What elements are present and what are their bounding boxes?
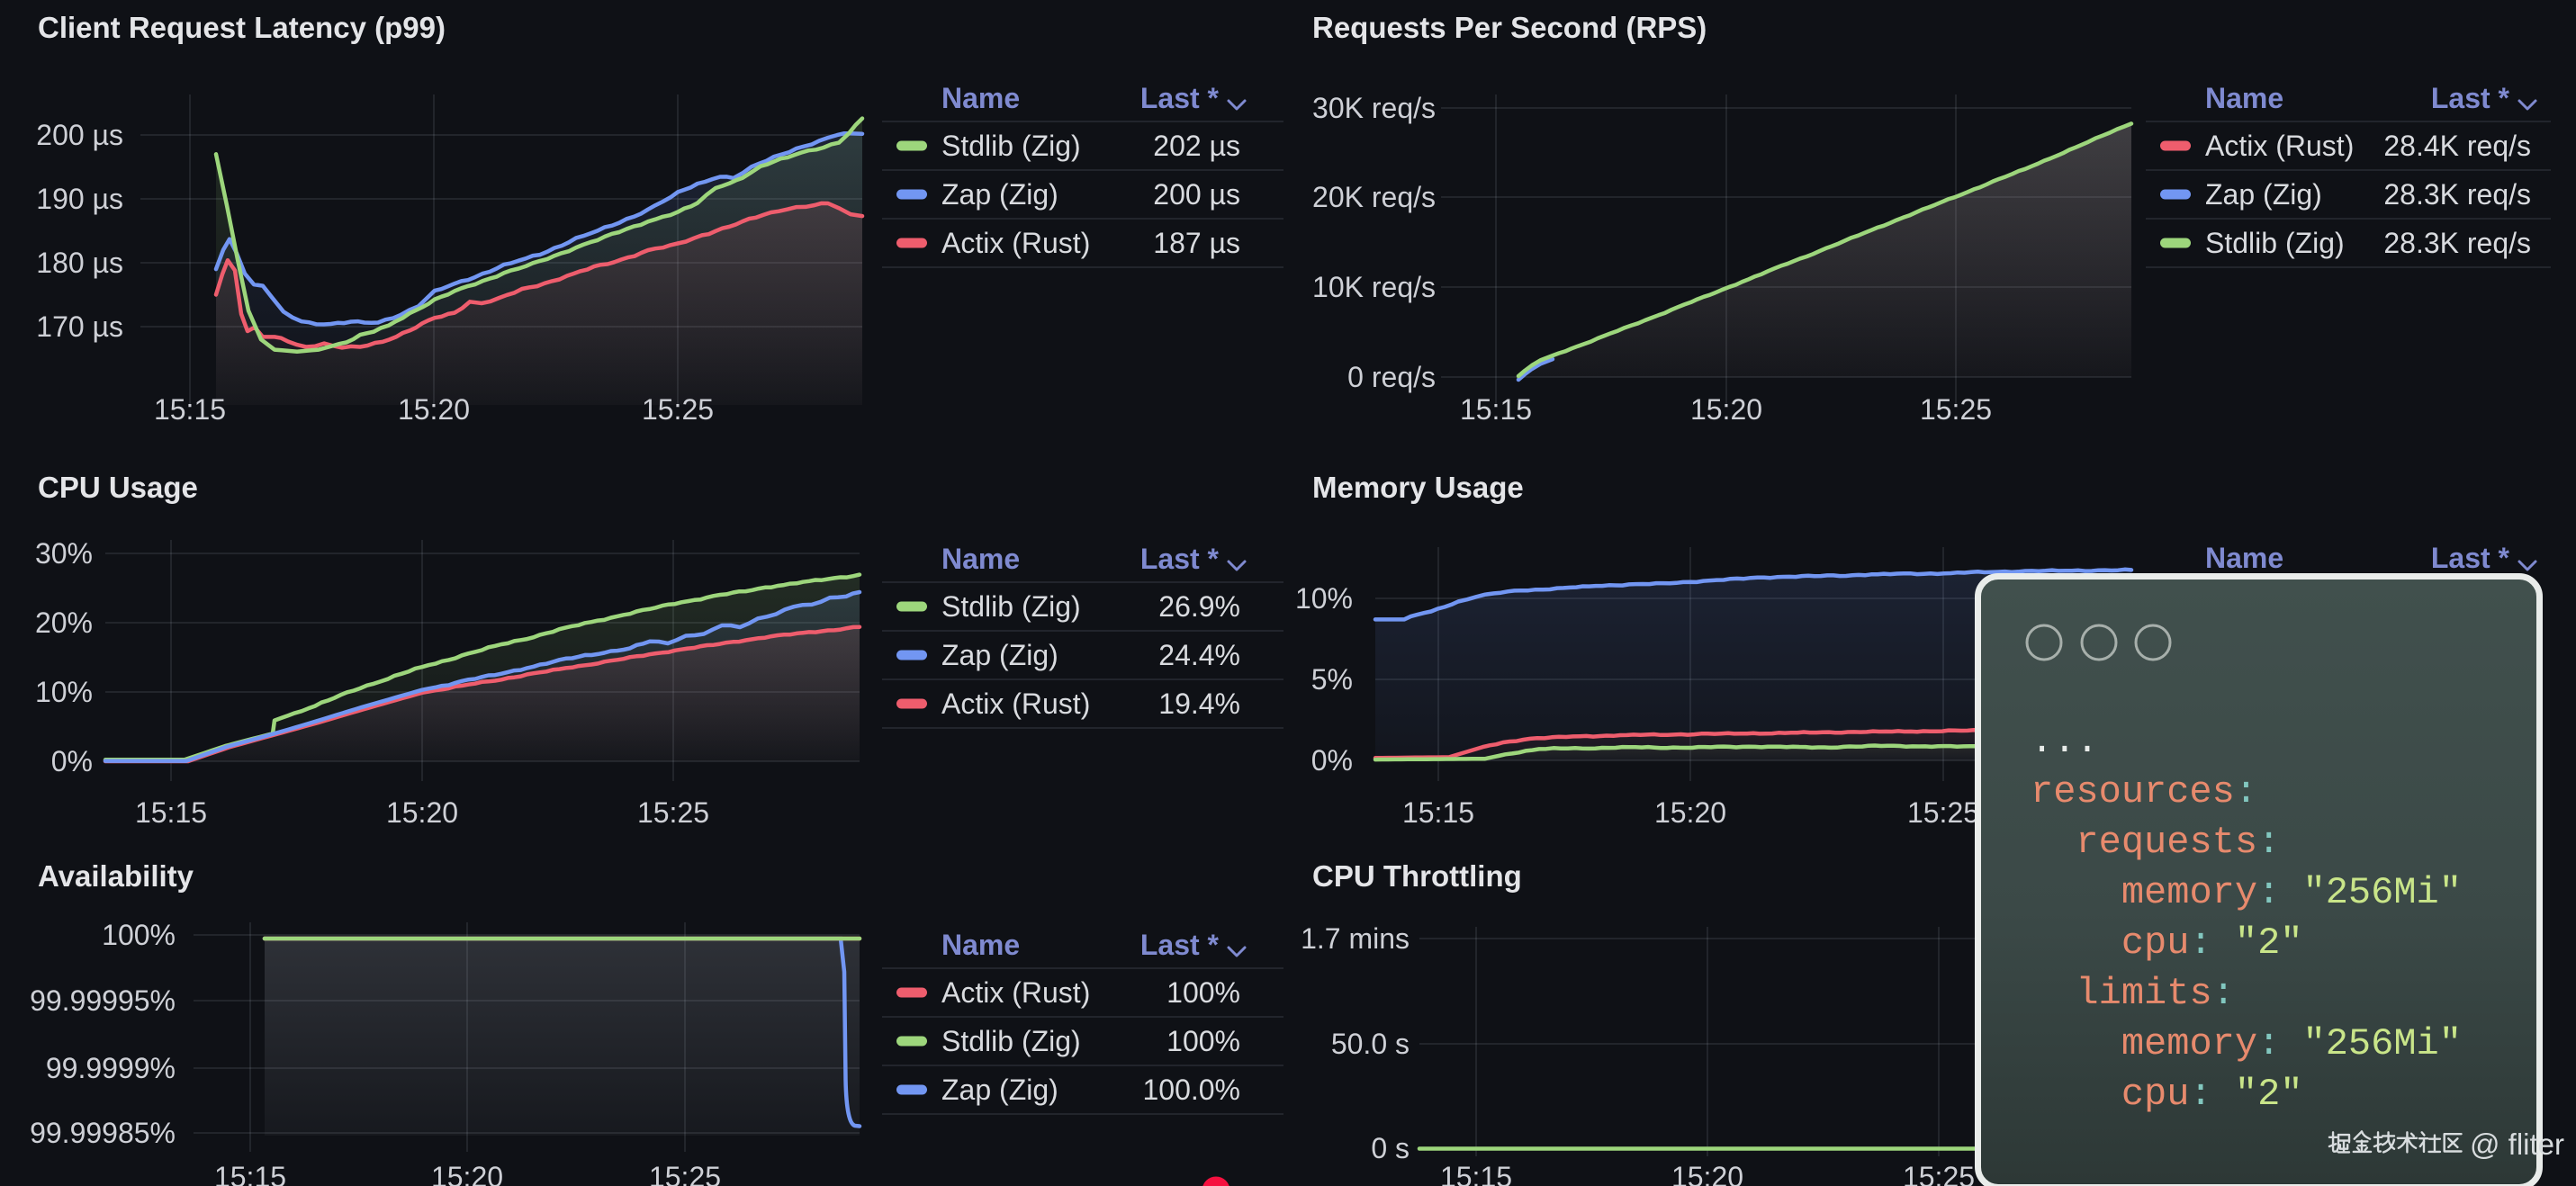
svg-text:180 µs: 180 µs (36, 247, 123, 279)
svg-text:15:15: 15:15 (154, 393, 226, 426)
svg-text:15:20: 15:20 (1690, 393, 1762, 426)
svg-text:Availability: Availability (38, 859, 194, 893)
svg-text:100%: 100% (1166, 976, 1240, 1009)
svg-text:Last *: Last * (2431, 542, 2510, 574)
svg-text:99.99995%: 99.99995% (30, 984, 176, 1017)
svg-text:Zap (Zig): Zap (Zig) (941, 178, 1058, 211)
svg-text:Stdlib (Zig): Stdlib (Zig) (941, 590, 1081, 623)
svg-text:Name: Name (2205, 82, 2283, 114)
svg-text:Actix (Rust): Actix (Rust) (941, 976, 1090, 1009)
svg-text:Actix (Rust): Actix (Rust) (941, 227, 1090, 259)
svg-text:Stdlib (Zig): Stdlib (Zig) (941, 1025, 1081, 1057)
svg-text:15:20: 15:20 (431, 1161, 503, 1186)
svg-text:Last *: Last * (2431, 82, 2510, 114)
svg-text:15:20: 15:20 (1671, 1161, 1743, 1186)
svg-text:99.99985%: 99.99985% (30, 1117, 176, 1149)
svg-text:1.7 mins: 1.7 mins (1301, 922, 1410, 955)
svg-text:Zap (Zig): Zap (Zig) (2205, 178, 2322, 211)
svg-text:Name: Name (2205, 542, 2283, 574)
svg-text:5%: 5% (1311, 663, 1353, 696)
svg-text:CPU Throttling: CPU Throttling (1312, 859, 1522, 893)
svg-text:170 µs: 170 µs (36, 310, 123, 343)
svg-text:100%: 100% (1166, 1025, 1240, 1057)
svg-text:100%: 100% (102, 919, 176, 951)
svg-text:19.4%: 19.4% (1158, 687, 1240, 720)
svg-text:202 µs: 202 µs (1153, 130, 1240, 162)
svg-text:15:20: 15:20 (386, 796, 458, 829)
svg-text:187 µs: 187 µs (1153, 227, 1240, 259)
svg-text:Last *: Last * (1140, 929, 1220, 961)
svg-text:15:15: 15:15 (1440, 1161, 1512, 1186)
svg-text:15:15: 15:15 (1460, 393, 1532, 426)
svg-text:Name: Name (941, 82, 1020, 114)
svg-text:Last *: Last * (1140, 543, 1220, 575)
svg-text:15:15: 15:15 (1402, 796, 1474, 829)
svg-text:Last *: Last * (1140, 82, 1220, 114)
svg-text:15:25: 15:25 (1907, 796, 1979, 829)
svg-text:100.0%: 100.0% (1142, 1074, 1240, 1106)
svg-text:15:15: 15:15 (135, 796, 207, 829)
svg-text:28.4K req/s: 28.4K req/s (2383, 130, 2531, 162)
svg-text:0%: 0% (51, 745, 93, 777)
svg-text:0%: 0% (1311, 744, 1353, 777)
svg-text:Zap (Zig): Zap (Zig) (941, 639, 1058, 671)
svg-text:Name: Name (941, 929, 1020, 961)
svg-text:Actix (Rust): Actix (Rust) (2205, 130, 2354, 162)
svg-text:Requests Per Second (RPS): Requests Per Second (RPS) (1312, 11, 1707, 44)
svg-text:15:20: 15:20 (1654, 796, 1726, 829)
svg-text:99.9999%: 99.9999% (46, 1052, 176, 1084)
svg-text:15:20: 15:20 (398, 393, 470, 426)
svg-text:@ fliter: @ fliter (2470, 1128, 2564, 1161)
svg-text:10K req/s: 10K req/s (1312, 271, 1436, 303)
svg-text:20K req/s: 20K req/s (1312, 181, 1436, 213)
svg-text:Stdlib (Zig): Stdlib (Zig) (941, 130, 1081, 162)
svg-text:Memory Usage: Memory Usage (1312, 471, 1524, 504)
svg-text:CPU Usage: CPU Usage (38, 471, 198, 504)
svg-text:Stdlib (Zig): Stdlib (Zig) (2205, 227, 2345, 259)
svg-text:30K req/s: 30K req/s (1312, 92, 1436, 124)
svg-text:15:25: 15:25 (649, 1161, 721, 1186)
svg-text:Client Request Latency (p99): Client Request Latency (p99) (38, 11, 446, 44)
svg-text:15:25: 15:25 (642, 393, 714, 426)
svg-text:0 req/s: 0 req/s (1347, 361, 1436, 393)
svg-text:15:15: 15:15 (214, 1161, 286, 1186)
svg-text:200 µs: 200 µs (1153, 178, 1240, 211)
svg-text:200 µs: 200 µs (36, 119, 123, 151)
svg-text:Name: Name (941, 543, 1020, 575)
svg-text:15:25: 15:25 (637, 796, 709, 829)
svg-text:Zap (Zig): Zap (Zig) (941, 1074, 1058, 1106)
svg-text:0 s: 0 s (1371, 1132, 1410, 1164)
svg-text:190 µs: 190 µs (36, 183, 123, 215)
svg-text:28.3K req/s: 28.3K req/s (2383, 227, 2531, 259)
svg-text:Actix (Rust): Actix (Rust) (941, 687, 1090, 720)
svg-text:20%: 20% (35, 606, 93, 639)
svg-text:24.4%: 24.4% (1158, 639, 1240, 671)
svg-text:10%: 10% (35, 676, 93, 708)
svg-text:50.0 s: 50.0 s (1331, 1028, 1410, 1060)
svg-text:30%: 30% (35, 537, 93, 570)
svg-text:28.3K req/s: 28.3K req/s (2383, 178, 2531, 211)
svg-text:15:25: 15:25 (1920, 393, 1992, 426)
svg-text:15:25: 15:25 (1903, 1161, 1975, 1186)
svg-text:10%: 10% (1295, 582, 1353, 615)
svg-text:26.9%: 26.9% (1158, 590, 1240, 623)
